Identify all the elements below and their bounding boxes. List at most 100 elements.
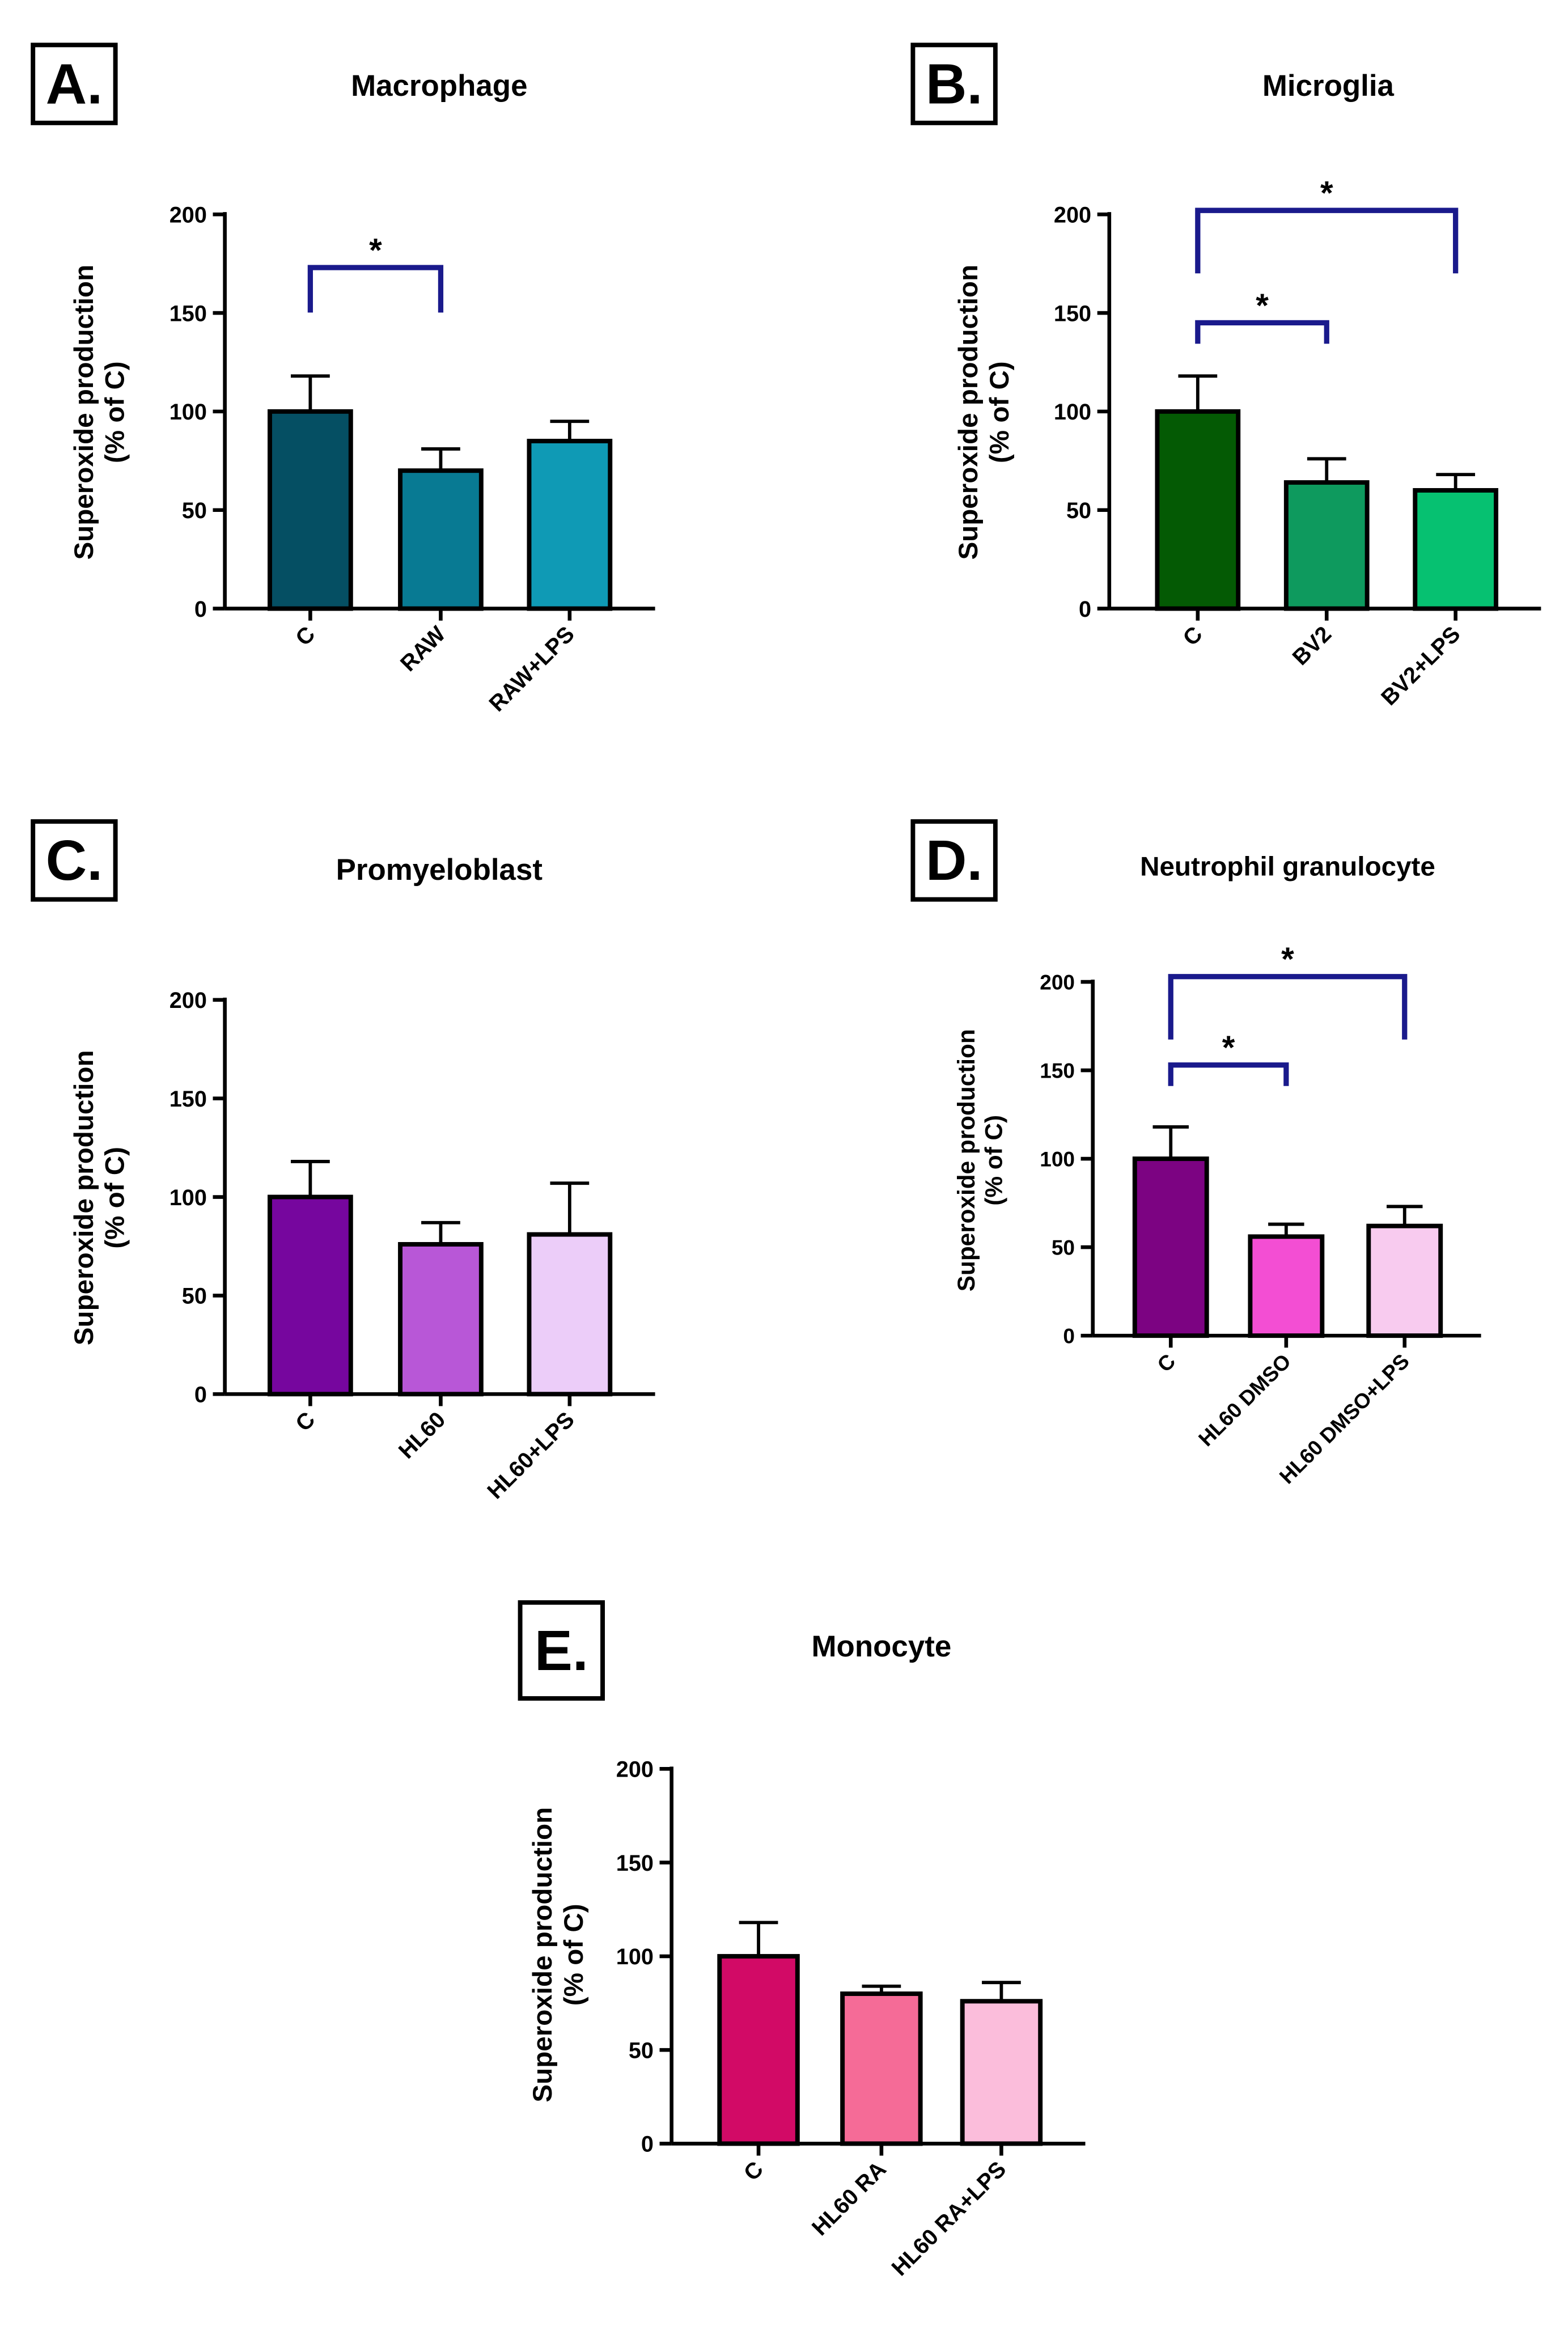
y-axis-label-line1: Superoxide production (69, 1050, 99, 1345)
y-tick-label: 150 (169, 301, 207, 326)
x-tick-label: HL60 RA (807, 2156, 891, 2240)
significance-bracket (1195, 207, 1459, 274)
y-tick-label: 200 (169, 988, 207, 1013)
significance-label: * (1256, 287, 1269, 324)
y-axis-label-line1: Superoxide production (528, 1807, 558, 2103)
x-tick-label: HL60 DMSO+LPS (1274, 1349, 1414, 1489)
x-tick-label: HL60 (394, 1407, 451, 1464)
x-tick-label: RAW (396, 621, 451, 676)
significance-label: * (1320, 175, 1333, 212)
significance-bracket (307, 265, 444, 313)
panel-a: A. Macrophage Superoxide production(% of C… (31, 43, 655, 717)
y-tick-label: 0 (194, 1383, 207, 1408)
panel-letter: B. (926, 52, 982, 116)
y-tick-label: 100 (169, 1185, 207, 1210)
panel-b: B. Microglia Superoxide production(% of C)… (910, 43, 1541, 710)
y-tick-label: 50 (182, 1284, 207, 1309)
significance-label: * (1222, 1029, 1235, 1066)
bar-bv2 (1283, 480, 1370, 611)
significance-label: * (1281, 941, 1294, 978)
significance-label: * (369, 232, 382, 269)
bar-c (268, 1194, 353, 1397)
y-tick-label: 150 (1040, 1058, 1075, 1082)
panel-c: C. Promyeloblast Superoxide production(% o… (31, 819, 655, 1504)
x-tick-label: C (291, 621, 320, 650)
y-tick-label: 100 (616, 1944, 654, 1969)
y-tick-label: 200 (1054, 202, 1091, 227)
y-tick-label: 0 (1063, 1324, 1075, 1347)
panel-d: D. Neutrophil granulocyte Superoxide produ… (910, 819, 1481, 1489)
y-tick-label: 100 (1040, 1147, 1075, 1171)
significance-bracket (1195, 320, 1329, 344)
x-tick-label: HL60+LPS (482, 1407, 579, 1504)
bar-hl60 (398, 1242, 484, 1397)
y-tick-label: 50 (1066, 498, 1091, 523)
y-tick-label: 50 (182, 498, 207, 523)
panel-letter: A. (46, 52, 103, 116)
y-tick-label: 50 (629, 2038, 654, 2063)
bar-hl60-dmso-lps (1366, 1223, 1443, 1338)
y-axis-label-line1: Superoxide production (69, 265, 99, 560)
chart-title: Macrophage (351, 69, 527, 103)
x-tick-label: C (739, 2156, 768, 2185)
bar-c (1132, 1156, 1209, 1338)
y-axis-label: Superoxide production(% of C) (528, 1807, 589, 2103)
y-axis-label-line1: Superoxide production (953, 265, 984, 560)
bar-hl60-ra-lps (960, 1999, 1043, 2146)
y-tick-label: 100 (169, 400, 207, 425)
bar-c (1155, 409, 1241, 611)
chart-title: Monocyte (811, 1630, 951, 1663)
significance-bracket (1168, 1062, 1289, 1086)
x-tick-label: BV2+LPS (1376, 621, 1465, 710)
significance-bracket (1168, 974, 1408, 1040)
y-axis-label-line2: (% of C) (559, 1904, 589, 2006)
y-tick-label: 150 (616, 1851, 654, 1876)
x-tick-label: C (1152, 1349, 1180, 1377)
x-tick-label: C (291, 1407, 320, 1436)
panel-letter-box (518, 1600, 605, 1701)
y-tick-label: 200 (616, 1757, 654, 1782)
y-tick-label: 0 (194, 597, 207, 622)
bar-hl60-lps (527, 1232, 613, 1397)
y-axis-label-line1: Superoxide production (953, 1029, 980, 1291)
panel-letter: C. (46, 829, 103, 892)
panel-letter: E. (535, 1619, 588, 1683)
panel-letter-box (31, 819, 118, 902)
bar-raw-lps (527, 439, 613, 611)
x-tick-label: HL60 DMSO (1194, 1349, 1296, 1451)
bar-c (268, 409, 353, 611)
y-axis-label: Superoxide production(% of C) (953, 1029, 1007, 1291)
x-tick-label: BV2 (1288, 621, 1337, 670)
y-axis-label-line2: (% of C) (985, 361, 1015, 463)
bar-hl60-ra (840, 1991, 923, 2146)
chart-title: Promyeloblast (336, 853, 543, 887)
y-tick-label: 0 (641, 2132, 654, 2157)
panel-letter-box (910, 43, 998, 125)
bar-bv2-lps (1413, 488, 1499, 611)
y-axis-label: Superoxide production(% of C) (69, 265, 130, 560)
x-tick-label: C (1178, 621, 1207, 650)
panel-letter-box (910, 819, 998, 902)
y-tick-label: 150 (169, 1087, 207, 1112)
bar-hl60-dmso (1248, 1234, 1325, 1338)
panel-e: E. Monocyte Superoxide production(% of C) 0… (518, 1600, 1086, 2281)
y-axis-label: Superoxide production(% of C) (69, 1050, 130, 1345)
y-tick-label: 200 (1040, 970, 1075, 994)
x-tick-label: HL60 RA+LPS (887, 2156, 1011, 2281)
chart-title: Neutrophil granulocyte (1140, 851, 1435, 882)
y-axis-label-line2: (% of C) (100, 361, 130, 463)
y-tick-label: 100 (1054, 400, 1091, 425)
bar-raw (398, 468, 484, 611)
panel-letter: D. (926, 829, 982, 892)
panel-letter-box (31, 43, 118, 125)
y-tick-label: 0 (1079, 597, 1091, 622)
y-tick-label: 50 (1052, 1235, 1075, 1259)
y-axis-label-line2: (% of C) (100, 1147, 130, 1249)
x-tick-label: RAW+LPS (484, 621, 579, 716)
bar-c (717, 1953, 800, 2146)
y-tick-label: 150 (1054, 301, 1091, 326)
chart-title: Microglia (1262, 69, 1395, 103)
y-axis-label: Superoxide production(% of C) (953, 265, 1015, 560)
y-tick-label: 200 (169, 202, 207, 227)
